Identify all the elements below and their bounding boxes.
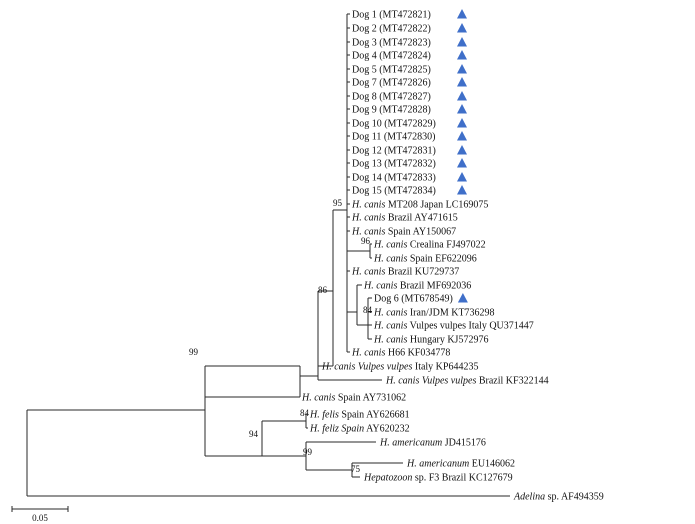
blue-triangle-icon	[457, 158, 467, 168]
blue-triangle-icon	[457, 91, 467, 101]
taxon-label: H. canis MT208 Japan LC169075	[351, 200, 488, 211]
bootstrap-value: 94	[249, 429, 259, 439]
taxon-label: Dog 3 (MT472823)	[352, 38, 431, 49]
blue-triangle-icon	[457, 185, 467, 195]
blue-triangle-icon	[457, 77, 467, 87]
taxon-label: H. americanum JD415176	[379, 438, 486, 449]
blue-triangle-icon	[457, 104, 467, 114]
bootstrap-value: 84	[363, 305, 373, 315]
blue-triangle-icon	[457, 23, 467, 33]
blue-triangle-icon	[457, 118, 467, 128]
taxon-label: H. feliz Spain AY620232	[309, 424, 410, 435]
taxon-label: H. canis Vulpes vulpes Brazil KF322144	[385, 376, 549, 387]
taxon-label: Dog 6 (MT678549)	[374, 294, 453, 305]
taxon-label: H. canis Spain EF622096	[373, 254, 477, 265]
taxon-label: Dog 4 (MT472824)	[352, 51, 431, 62]
taxon-label: H. americanum EU146062	[406, 459, 515, 470]
taxon-label: H. canis Iran/JDM KT736298	[373, 308, 495, 319]
blue-triangle-icon	[457, 9, 467, 19]
taxon-label: Dog 11 (MT472830)	[352, 132, 436, 143]
taxon-label: Dog 5 (MT472825)	[352, 65, 431, 76]
blue-triangle-icon	[457, 37, 467, 47]
bootstrap-value: 99	[189, 347, 199, 357]
taxon-label: Adelina sp. AF494359	[513, 492, 604, 503]
bootstrap-value: 99	[303, 447, 313, 457]
taxon-label: H. canis Hungary KJ572976	[373, 335, 488, 346]
bootstrap-value: 75	[351, 464, 361, 474]
taxon-label: Dog 15 (MT472834)	[352, 186, 436, 197]
taxon-label: H. canis H66 KF034778	[351, 348, 450, 359]
taxon-label: H. felis Spain AY626681	[309, 410, 410, 421]
taxon-label: Dog 7 (MT472826)	[352, 78, 431, 89]
taxon-label: Dog 14 (MT472833)	[352, 173, 436, 184]
blue-triangle-icon	[457, 145, 467, 155]
taxon-label: Hepatozoon sp. F3 Brazil KC127679	[363, 473, 513, 484]
tree-branches	[26, 13, 510, 497]
taxon-label: H. canis Brazil MF692036	[363, 281, 471, 292]
taxon-label: Dog 8 (MT472827)	[352, 92, 431, 103]
blue-triangle-icon	[457, 293, 468, 303]
bootstrap-value: 86	[318, 285, 328, 295]
taxon-label: H. canis Vulpes vulpes Italy KP644235	[321, 362, 478, 373]
blue-triangle-icon	[457, 131, 467, 141]
scale-bar-label: 0.05	[32, 513, 48, 523]
taxon-label: H. canis Brazil KU729737	[351, 267, 459, 278]
blue-triangle-icon	[457, 172, 467, 182]
taxon-label: Dog 2 (MT472822)	[352, 24, 431, 35]
taxon-label: H. canis Vulpes vulpes Italy QU371447	[373, 321, 534, 332]
bootstrap-value: 95	[333, 198, 343, 208]
taxon-label: Dog 9 (MT472828)	[352, 105, 431, 116]
taxon-labels: Dog 1 (MT472821) Dog 2 (MT472822) Dog 3 (M…	[301, 10, 604, 503]
bootstrap-values: 95 96 86 84 99 84 94 99 75	[189, 198, 373, 474]
blue-triangle-icon	[457, 64, 467, 74]
taxon-label: Dog 1 (MT472821)	[352, 10, 431, 21]
taxon-label: Dog 10 (MT472829)	[352, 119, 436, 130]
taxon-label: Dog 13 (MT472832)	[352, 159, 436, 170]
taxon-label: H. canis Spain AY150067	[351, 227, 456, 238]
taxon-label: H. canis Brazil AY471615	[351, 213, 458, 224]
scale-bar: 0.05	[11, 506, 69, 523]
taxon-markers	[457, 9, 468, 303]
bootstrap-value: 84	[300, 408, 310, 418]
blue-triangle-icon	[457, 50, 467, 60]
bootstrap-value: 96	[361, 236, 371, 246]
taxon-label: H. canis Spain AY731062	[301, 393, 406, 404]
taxon-label: Dog 12 (MT472831)	[352, 146, 436, 157]
taxon-label: H. canis Crealina FJ497022	[373, 240, 486, 251]
